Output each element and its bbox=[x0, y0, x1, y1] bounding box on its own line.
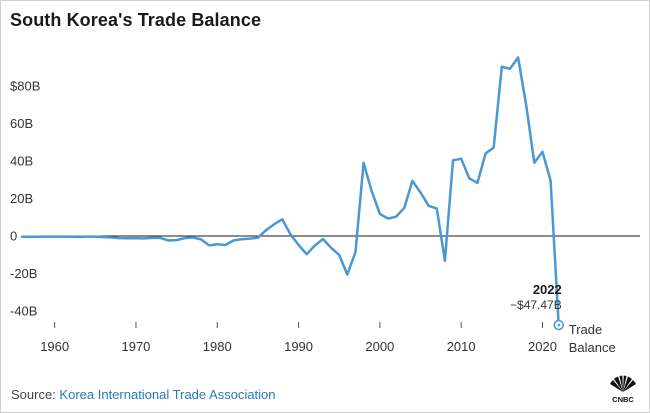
y-tick-label: 20B bbox=[10, 191, 33, 206]
x-tick-label: 1970 bbox=[121, 339, 150, 354]
annotation-year: 2022 bbox=[533, 282, 562, 297]
chart-title: South Korea's Trade Balance bbox=[10, 10, 262, 30]
x-tick-label: 2020 bbox=[528, 339, 557, 354]
x-tick-label: 2000 bbox=[365, 339, 394, 354]
source-link[interactable]: Korea International Trade Association bbox=[59, 387, 276, 402]
y-tick-label: 60B bbox=[10, 116, 33, 131]
series-label: Balance bbox=[569, 340, 616, 355]
x-axis-ticks: 1960 1970 1980 1990 2000 2010 2020 bbox=[40, 322, 557, 354]
y-tick-label: 0 bbox=[10, 229, 17, 244]
y-tick-label: -40B bbox=[10, 304, 37, 319]
x-tick-label: 2010 bbox=[447, 339, 476, 354]
x-tick-label: 1980 bbox=[203, 339, 232, 354]
logo-text: CNBC bbox=[612, 395, 634, 404]
source-prefix: Source: bbox=[11, 387, 60, 402]
annotation-value: −$47.47B bbox=[510, 298, 562, 312]
y-axis-ticks: $80B 60B 40B 20B 0 -20B -40B bbox=[10, 79, 40, 319]
trade-balance-line bbox=[20, 56, 560, 327]
annotation: 2022−$47.47B Trade Balance bbox=[510, 282, 616, 355]
end-point-dot bbox=[557, 323, 561, 327]
x-tick-label: 1960 bbox=[40, 339, 69, 354]
y-tick-label: 40B bbox=[10, 154, 33, 169]
y-tick-label: -20B bbox=[10, 266, 37, 281]
source-note: Source: Korea International Trade Associ… bbox=[11, 387, 276, 402]
y-tick-label: $80B bbox=[10, 79, 40, 94]
series-label: Trade bbox=[569, 322, 602, 337]
series-layer bbox=[20, 56, 560, 327]
x-tick-label: 1990 bbox=[284, 339, 313, 354]
cnbc-logo: CNBC bbox=[610, 375, 636, 404]
